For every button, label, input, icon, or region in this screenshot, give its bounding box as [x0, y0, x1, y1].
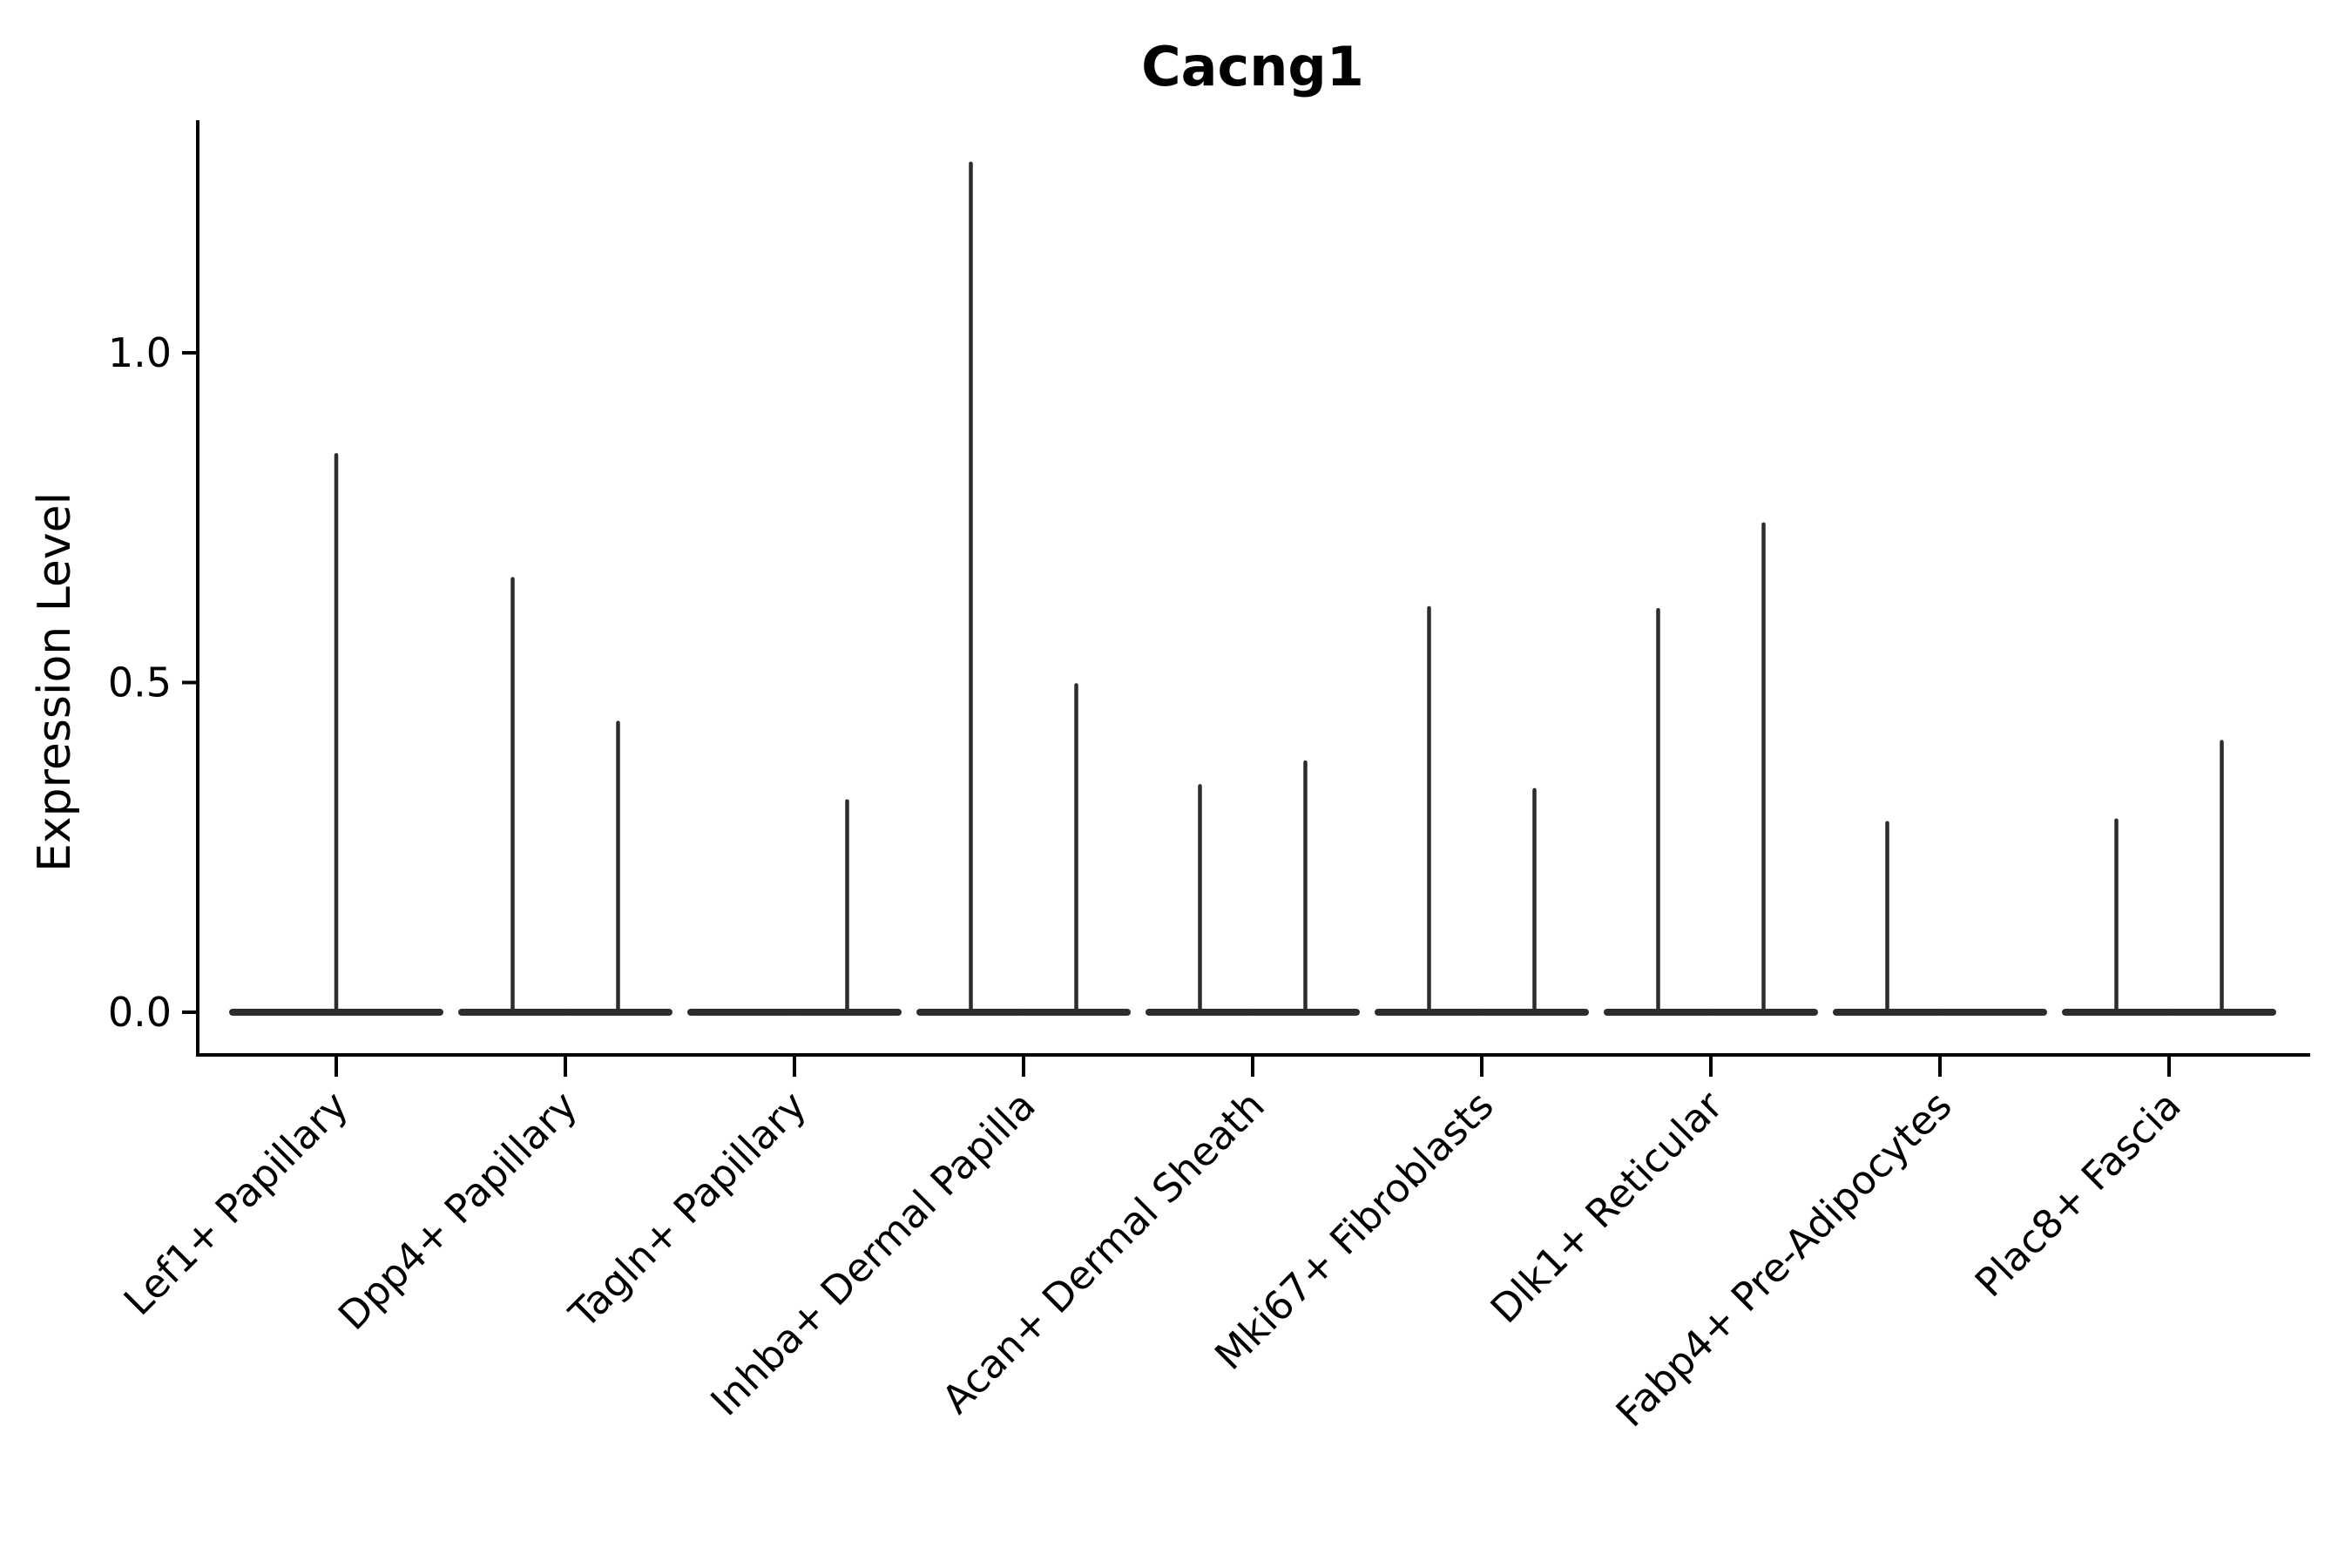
x-tick-label: Lef1+ Papillary [115, 1082, 357, 1324]
x-tick-label: Dlk1+ Reticular [1482, 1082, 1732, 1332]
y-tick-label: 0.0 [108, 989, 172, 1036]
violin-1 [229, 453, 443, 1016]
violin-5 [1146, 760, 1360, 1016]
chart-title: Cacng1 [1141, 35, 1364, 98]
y-axis-label: Expression Level [29, 492, 81, 872]
violin-9 [2062, 740, 2276, 1016]
violin-8 [1833, 821, 2047, 1016]
violin-7 [1604, 522, 1818, 1016]
y-tick-label: 1.0 [108, 329, 172, 376]
violin-6 [1375, 605, 1589, 1016]
x-tick-label: Tagln+ Papillary [560, 1082, 815, 1337]
y-tick-label: 0.5 [108, 659, 172, 706]
x-tick-label: Dpp4+ Papillary [329, 1082, 586, 1339]
x-tick-label: Plac8+ Fascia [1966, 1082, 2190, 1306]
violins-group [229, 161, 2276, 1016]
violin-2 [458, 577, 672, 1016]
violin-4 [916, 161, 1131, 1016]
violin-3 [687, 799, 902, 1016]
